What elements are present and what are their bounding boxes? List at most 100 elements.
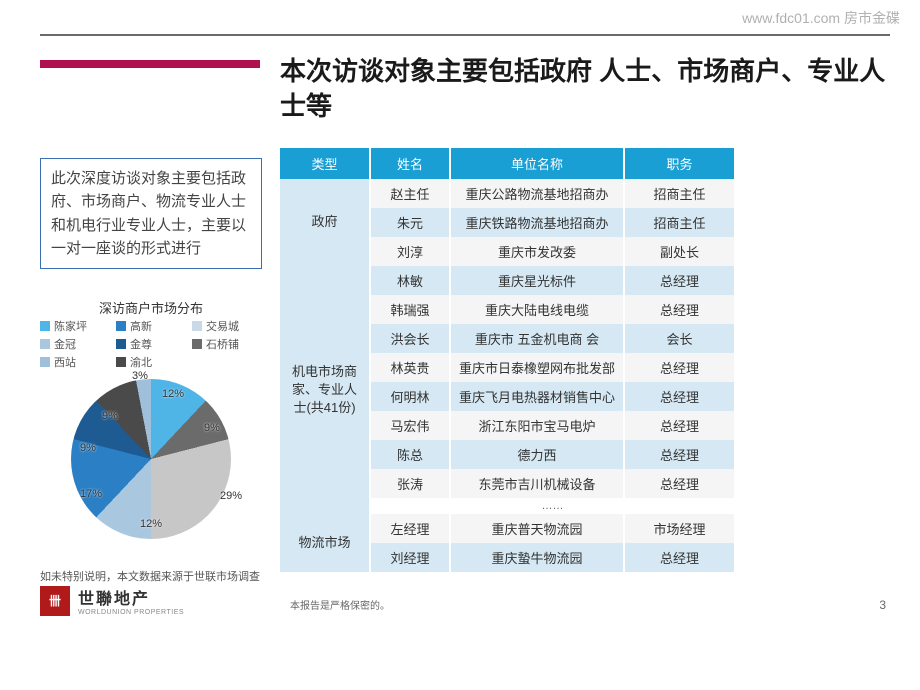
legend-item: 金冠	[40, 336, 110, 352]
table-cell: 左经理	[370, 514, 450, 543]
table-cell: 韩瑞强	[370, 295, 450, 324]
legend-item: 石桥铺	[192, 336, 262, 352]
table-cell: 林敏	[370, 266, 450, 295]
intro-box: 此次深度访谈对象主要包括政府、市场商户、物流专业人士和机电行业专业人士，主要以一…	[40, 158, 262, 269]
table-row: 机电市场商家、专业人士(共41份)林敏重庆星光标件总经理	[280, 266, 734, 295]
legend-label: 石桥铺	[206, 336, 239, 352]
category-cell: 物流市场	[280, 514, 370, 572]
chart-title: 深访商户市场分布	[40, 298, 262, 317]
legend-item: 高新	[116, 318, 186, 334]
legend-swatch	[192, 339, 202, 349]
legend-item: 渝北	[116, 354, 186, 370]
legend-label: 陈家坪	[54, 318, 87, 334]
pie-graphic	[71, 379, 231, 539]
table-header-row: 类型姓名单位名称职务	[280, 148, 734, 179]
table-row: 政府赵主任重庆公路物流基地招商办招商主任	[280, 179, 734, 208]
table-cell: 重庆蟄牛物流园	[450, 543, 624, 572]
table-cell: 重庆星光标件	[450, 266, 624, 295]
legend-swatch	[40, 321, 50, 331]
table-cell: 张涛	[370, 469, 450, 498]
legend-swatch	[40, 339, 50, 349]
legend-label: 渝北	[130, 354, 152, 370]
table-cell: 刘淳	[370, 237, 450, 266]
legend-swatch	[116, 339, 126, 349]
table-cell: 重庆飞月电热器材销售中心	[450, 382, 624, 411]
source-note: 如未特别说明，本文数据来源于世联市场调查	[40, 568, 260, 584]
table-cell: 总经理	[624, 469, 734, 498]
table-cell: 总经理	[624, 353, 734, 382]
table-header-cell: 职务	[624, 148, 734, 179]
table-cell: 总经理	[624, 266, 734, 295]
title-block: 本次访谈对象主要包括政府 人士、市场商户、专业人士等	[280, 54, 890, 124]
table-cell: 重庆铁路物流基地招商办	[450, 208, 624, 237]
table-row: 物流市场左经理重庆普天物流园市场经理	[280, 514, 734, 543]
table-cell: 东莞市吉川机械设备	[450, 469, 624, 498]
legend-label: 交易城	[206, 318, 239, 334]
category-cell: 机电市场商家、专业人士(共41份)	[280, 266, 370, 514]
legend-swatch	[192, 321, 202, 331]
footer-logo: 卌 世聯地产 WORLDUNION PROPERTIES	[40, 585, 184, 616]
logo-mark-glyph: 卌	[49, 592, 61, 609]
pie-slice-label: 29%	[220, 490, 242, 502]
pie-slice-label: 12%	[162, 388, 184, 400]
table-cell: 招商主任	[624, 179, 734, 208]
table-cell: 重庆大陆电线电缆	[450, 295, 624, 324]
chart-legend: 陈家坪 高新 交易城金冠 金尊 石桥铺西站 渝北	[40, 318, 262, 370]
top-divider	[40, 34, 890, 36]
page-number: 3	[879, 598, 886, 612]
table-cell: 总经理	[624, 295, 734, 324]
legend-label: 金尊	[130, 336, 152, 352]
legend-swatch	[116, 357, 126, 367]
table-cell: 何明林	[370, 382, 450, 411]
table-cell: 德力西	[450, 440, 624, 469]
table-cell: 林英贵	[370, 353, 450, 382]
pie-chart: 12% 9% 29% 12% 17% 9% 9% 3%	[62, 370, 240, 548]
table-cell: 洪会长	[370, 324, 450, 353]
logo-mark: 卌	[40, 586, 70, 616]
legend-item: 陈家坪	[40, 318, 110, 334]
legend-label: 高新	[130, 318, 152, 334]
watermark-text: www.fdc01.com 房市金碟	[742, 8, 900, 28]
table-cell: 总经理	[624, 543, 734, 572]
table-header-cell: 单位名称	[450, 148, 624, 179]
footer-note: 本报告是严格保密的。	[290, 597, 390, 612]
pie-slice-label: 12%	[140, 518, 162, 530]
accent-bar	[40, 60, 260, 68]
legend-label: 金冠	[54, 336, 76, 352]
pie-slice-label: 9%	[80, 442, 96, 454]
table-cell: 总经理	[624, 382, 734, 411]
logo-subtext: WORLDUNION PROPERTIES	[78, 609, 184, 616]
table-cell: 重庆普天物流园	[450, 514, 624, 543]
legend-swatch	[116, 321, 126, 331]
table-cell: 会长	[624, 324, 734, 353]
pie-slice-label: 17%	[80, 488, 102, 500]
pie-slice-label: 9%	[204, 422, 220, 434]
table-body: 政府赵主任重庆公路物流基地招商办招商主任朱元重庆铁路物流基地招商办招商主任刘淳重…	[280, 179, 734, 572]
legend-item: 西站	[40, 354, 110, 370]
table-cell: 市场经理	[624, 514, 734, 543]
table-header-cell: 类型	[280, 148, 370, 179]
table-cell: 副处长	[624, 237, 734, 266]
table-cell: 总经理	[624, 440, 734, 469]
table-cell: 刘经理	[370, 543, 450, 572]
table-header-cell: 姓名	[370, 148, 450, 179]
table-cell: 重庆市日泰橡塑网布批发部	[450, 353, 624, 382]
table-cell: 重庆市发改委	[450, 237, 624, 266]
pie-slice-label: 3%	[132, 370, 148, 382]
ellipsis-cell: ……	[370, 498, 734, 514]
pie-slice-label: 9%	[102, 410, 118, 422]
table-cell: 总经理	[624, 411, 734, 440]
table-cell: 朱元	[370, 208, 450, 237]
legend-label: 西站	[54, 354, 76, 370]
legend-item: 交易城	[192, 318, 262, 334]
table-cell: 重庆公路物流基地招商办	[450, 179, 624, 208]
interview-table: 类型姓名单位名称职务 政府赵主任重庆公路物流基地招商办招商主任朱元重庆铁路物流基…	[280, 148, 734, 572]
page-title: 本次访谈对象主要包括政府 人士、市场商户、专业人士等	[280, 54, 890, 124]
legend-item: 金尊	[116, 336, 186, 352]
table-cell: 陈总	[370, 440, 450, 469]
legend-swatch	[40, 357, 50, 367]
table-cell: 招商主任	[624, 208, 734, 237]
table-cell: 赵主任	[370, 179, 450, 208]
category-cell: 政府	[280, 179, 370, 266]
table-cell: 重庆市 五金机电商 会	[450, 324, 624, 353]
